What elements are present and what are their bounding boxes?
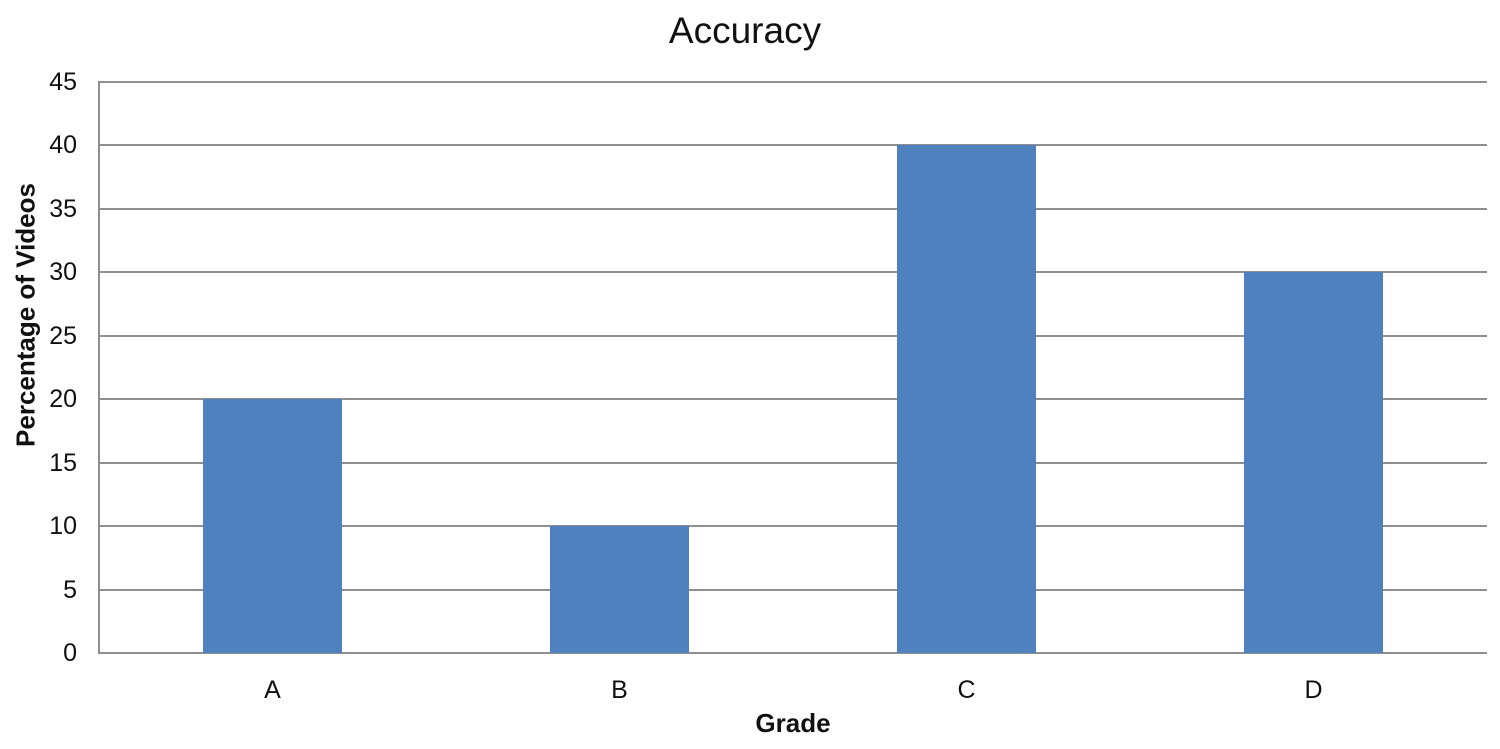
y-tick-label: 20 (49, 385, 77, 414)
gridline (99, 334, 1487, 337)
x-axis-title: Grade (755, 708, 831, 738)
gridline (99, 271, 1487, 274)
gridline (99, 652, 1487, 654)
y-tick-label: 15 (49, 448, 77, 477)
gridline (99, 461, 1487, 464)
y-tick-label: 40 (49, 131, 77, 160)
y-axis-line (98, 81, 100, 654)
x-tick-label-a: A (264, 676, 281, 704)
gridline (99, 588, 1487, 591)
bar-b (550, 526, 689, 653)
gridline (99, 81, 1487, 83)
x-tick-label-d: D (1304, 676, 1323, 704)
bar-d (1244, 272, 1383, 653)
gridline (99, 398, 1487, 401)
x-tick-label-b: B (611, 676, 628, 704)
plot-area (98, 81, 1487, 654)
x-tick-label-c: C (957, 676, 976, 704)
gridline (99, 144, 1487, 147)
y-tick-label: 5 (63, 575, 77, 604)
y-tick-label: 45 (49, 68, 77, 96)
y-tick-label: 30 (49, 258, 77, 287)
chart-title: Accuracy (668, 10, 822, 51)
gridline (99, 207, 1487, 210)
y-tick-label: 35 (49, 194, 77, 223)
y-tick-label: 0 (63, 639, 77, 667)
y-tick-label: 25 (49, 321, 77, 350)
y-tick-label: 10 (49, 512, 77, 541)
y-axis-title: Percentage of Videos (10, 183, 41, 447)
bar-a (203, 399, 342, 653)
gridline (99, 525, 1487, 528)
bar-c (897, 145, 1036, 653)
